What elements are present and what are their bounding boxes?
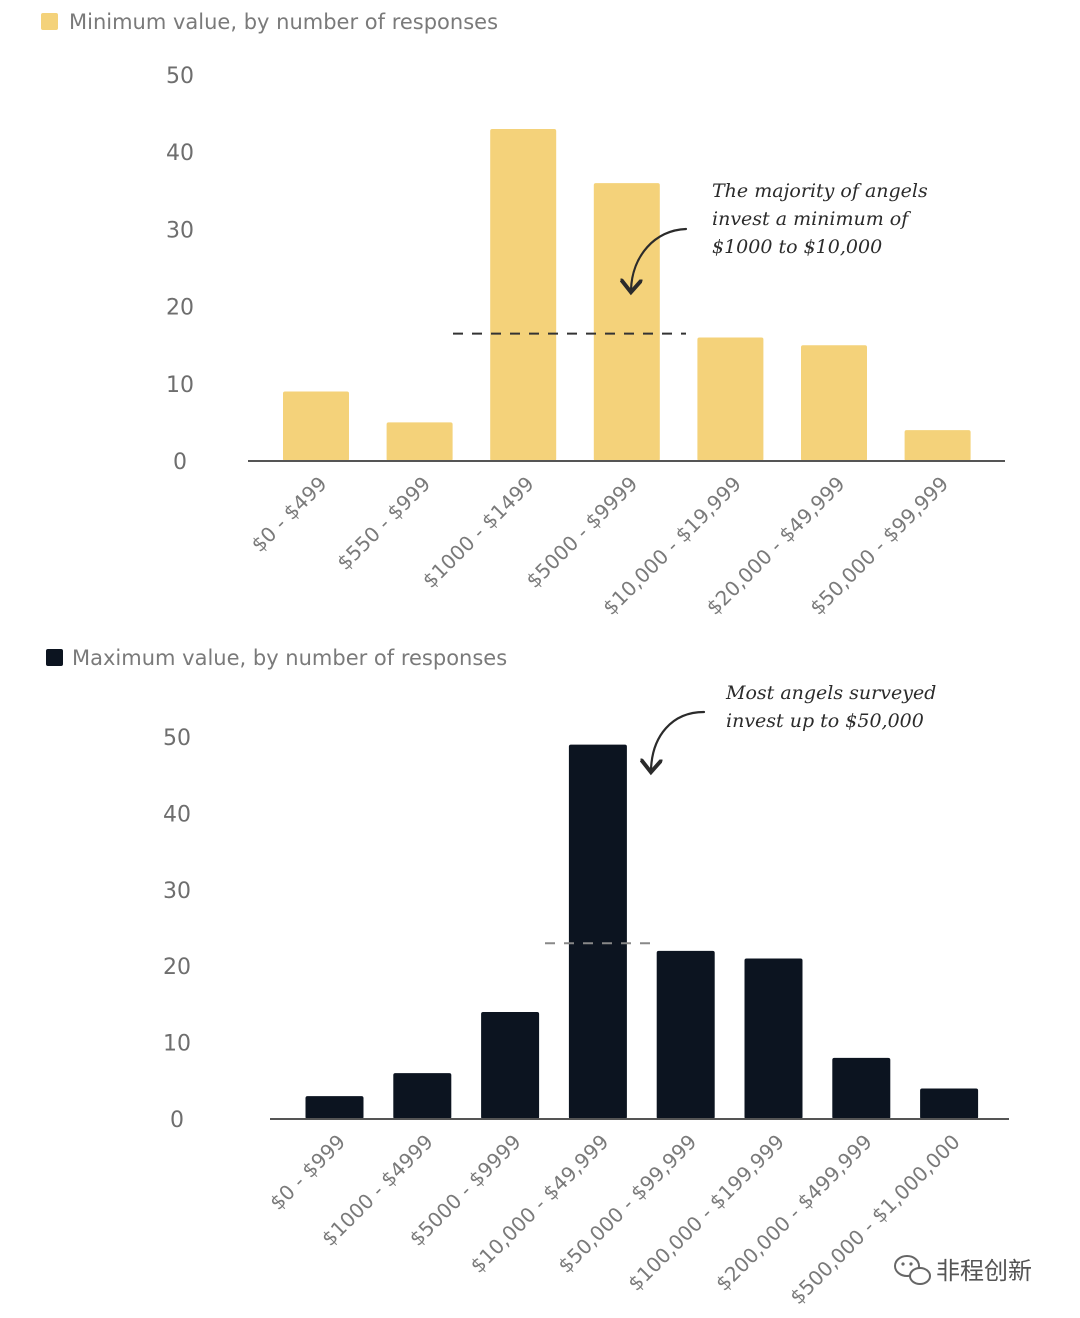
- bar: [697, 337, 764, 461]
- wechat-icon: [894, 1255, 931, 1285]
- y-tick-label: 50: [163, 726, 191, 751]
- x-tick-label: $1000 - $1499: [418, 472, 539, 593]
- bar: [568, 744, 627, 1119]
- watermark-text: 非程创新: [936, 1257, 1032, 1285]
- maximum-value-chart: Maximum value, by number of responses 0 1…: [46, 646, 1009, 1309]
- annotation-line: $1000 to $10,000: [712, 236, 882, 258]
- legend-swatch-maximum: [46, 649, 63, 666]
- minimum-value-chart: Minimum value, by number of responses 0 1…: [41, 10, 1005, 620]
- bar: [305, 1096, 364, 1119]
- y-tick-label: 40: [166, 141, 194, 166]
- annotation: Most angels surveyed invest up to $50,00…: [651, 682, 936, 770]
- y-tick-label: 40: [163, 802, 191, 827]
- x-axis-labels: $0 - $499 $550 - $999$1000 - $1499$5000 -…: [246, 472, 953, 620]
- bar: [593, 183, 660, 461]
- x-axis-labels: $0 - $999$1000 - $4999$5000 - $9999$10,0…: [265, 1130, 965, 1310]
- bar: [283, 391, 349, 461]
- watermark: 非程创新: [894, 1255, 1032, 1285]
- y-axis-ticks: 0 10 20 30 40 50: [163, 726, 191, 1133]
- bar: [393, 1073, 452, 1119]
- bar: [481, 1012, 540, 1119]
- y-tick-label: 10: [163, 1032, 191, 1057]
- annotation-line: The majority of angels: [712, 180, 928, 202]
- x-tick-label: $550 - $999: [332, 472, 435, 575]
- x-tick-label: $100,000 - $199,999: [623, 1130, 789, 1296]
- bar: [656, 950, 715, 1119]
- y-tick-label: 30: [163, 879, 191, 904]
- y-tick-label: 50: [166, 64, 194, 89]
- bars: [305, 744, 979, 1119]
- bar: [904, 430, 971, 461]
- bar: [801, 345, 867, 461]
- y-tick-label: 20: [166, 296, 194, 321]
- bar: [744, 958, 803, 1119]
- y-axis-ticks: 0 10 20 30 40 50: [166, 64, 194, 475]
- annotation-line: Most angels surveyed: [725, 682, 936, 704]
- y-tick-label: 30: [166, 218, 194, 243]
- annotation-line: invest a minimum of: [712, 208, 911, 230]
- y-tick-label: 10: [166, 373, 194, 398]
- x-tick-label: $5000 - $9999: [521, 472, 642, 593]
- y-tick-label: 0: [173, 450, 187, 475]
- legend-label-minimum: Minimum value, by number of responses: [69, 10, 498, 34]
- annotation-line: invest up to $50,000: [726, 710, 924, 732]
- y-tick-label: 0: [170, 1108, 184, 1133]
- x-tick-label: $200,000 - $499,999: [711, 1130, 877, 1296]
- y-tick-label: 20: [163, 955, 191, 980]
- annotation-arrow: [631, 227, 688, 290]
- x-tick-label: $0 - $499: [246, 472, 331, 557]
- legend-swatch-minimum: [41, 13, 58, 30]
- legend-label-maximum: Maximum value, by number of responses: [72, 646, 507, 670]
- bars: [283, 129, 971, 462]
- annotation: The majority of angels invest a minimum …: [631, 180, 928, 290]
- bar: [920, 1088, 979, 1119]
- bar: [386, 422, 453, 461]
- x-tick-label: $0 - $999: [265, 1130, 350, 1215]
- bar: [490, 129, 557, 462]
- bar: [832, 1057, 891, 1119]
- annotation-arrow: [651, 710, 706, 770]
